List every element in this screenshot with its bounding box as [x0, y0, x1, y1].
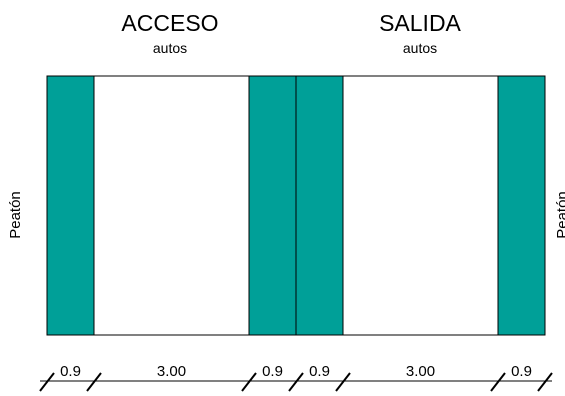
sidewalk — [497, 75, 546, 336]
dimension-label: 0.9 — [309, 363, 330, 380]
dimension-label: 3.00 — [406, 363, 435, 380]
lanes — [46, 75, 546, 336]
tick — [490, 372, 506, 392]
tick — [335, 372, 351, 392]
lane — [93, 75, 250, 336]
subtitle: autos — [403, 40, 437, 56]
sidewalk — [46, 75, 95, 336]
title: ACCESO — [121, 10, 218, 36]
tick — [537, 372, 553, 392]
subtitle: autos — [153, 40, 187, 56]
dimension-label: 0.9 — [511, 363, 532, 380]
lane — [342, 75, 499, 336]
dimension-label: 3.00 — [157, 363, 186, 380]
side-label: Peatón — [554, 191, 565, 239]
sidewalk — [248, 75, 297, 336]
tick — [86, 372, 102, 392]
tick — [241, 372, 257, 392]
side-label: Peatón — [7, 191, 24, 239]
tick — [288, 372, 304, 392]
tick — [39, 372, 55, 392]
dimension-label: 0.9 — [60, 363, 81, 380]
dimensions: 0.9 3.00 0.9 0.9 3.00 0.9 — [39, 363, 553, 392]
dimension-label: 0.9 — [262, 363, 283, 380]
title: SALIDA — [379, 10, 461, 36]
sidewalk — [295, 75, 344, 336]
